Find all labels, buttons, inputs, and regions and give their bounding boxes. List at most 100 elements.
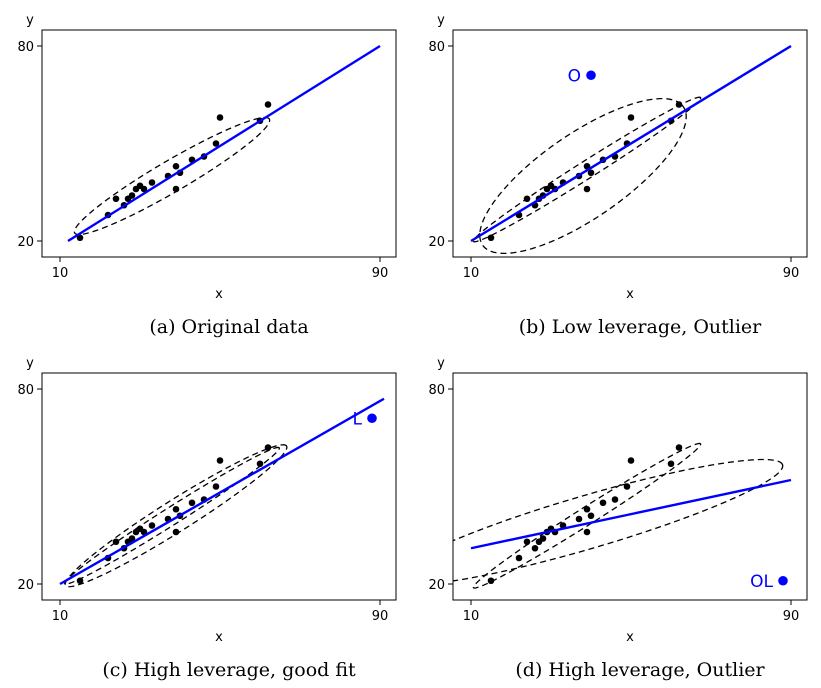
dashed-ellipse bbox=[73, 116, 271, 236]
data-point bbox=[531, 544, 539, 552]
data-point bbox=[627, 457, 635, 464]
x-axis-label: x bbox=[215, 630, 223, 645]
regression-line bbox=[470, 44, 792, 243]
data-point bbox=[599, 499, 607, 507]
x-axis-label: x bbox=[215, 287, 223, 302]
panel-caption: (c) High leverage, good fit bbox=[102, 659, 356, 681]
x-tick-label: 10 bbox=[463, 609, 480, 624]
data-point bbox=[172, 162, 180, 170]
special-point bbox=[586, 70, 596, 81]
data-point bbox=[623, 483, 631, 490]
x-tick-label: 10 bbox=[463, 266, 480, 281]
y-tick-label: 80 bbox=[428, 383, 445, 398]
special-point bbox=[367, 413, 377, 424]
data-point bbox=[264, 444, 272, 451]
data-point bbox=[539, 535, 547, 542]
data-point bbox=[487, 234, 495, 242]
y-axis-label: y bbox=[437, 356, 445, 371]
regression-line bbox=[470, 478, 792, 550]
data-point bbox=[583, 162, 591, 170]
y-tick-label: 80 bbox=[17, 383, 34, 398]
x-tick-label: 10 bbox=[52, 266, 69, 281]
panel-b-low-leverage-outlier: 10 90 20 80 x y O (b) Low leverage, Outlier bbox=[428, 13, 808, 338]
x-axis-label: x bbox=[626, 287, 634, 302]
panel-c-high-leverage-good-fit: 10 90 20 80 x y L (c) High leverage, good fit bbox=[17, 356, 397, 681]
axes-frame bbox=[41, 372, 397, 601]
x-axis-label: x bbox=[626, 630, 634, 645]
axes-frame bbox=[452, 29, 808, 258]
y-tick-label: 80 bbox=[17, 40, 34, 55]
y-tick-label: 20 bbox=[428, 578, 445, 593]
y-tick-label: 20 bbox=[17, 578, 34, 593]
data-point bbox=[212, 140, 220, 147]
data-point bbox=[148, 522, 156, 529]
data-point bbox=[216, 457, 224, 464]
data-point bbox=[212, 483, 220, 490]
axes-frame bbox=[452, 372, 808, 601]
panel-caption: (b) Low leverage, Outlier bbox=[519, 316, 762, 338]
panel-caption: (a) Original data bbox=[149, 316, 308, 338]
data-point bbox=[587, 169, 595, 177]
data-point bbox=[148, 179, 156, 186]
dashed-ellipse bbox=[472, 96, 702, 243]
data-point bbox=[583, 185, 591, 193]
plot-area bbox=[470, 44, 792, 255]
data-point bbox=[515, 554, 523, 562]
dashed-ellipse bbox=[63, 446, 281, 585]
data-point bbox=[667, 460, 675, 468]
data-point bbox=[583, 528, 591, 536]
data-point bbox=[76, 234, 84, 242]
data-point bbox=[256, 460, 264, 468]
plot-area bbox=[67, 44, 381, 243]
plot-area bbox=[59, 397, 385, 588]
data-point bbox=[523, 195, 531, 203]
regression-line bbox=[59, 397, 385, 586]
regression-line bbox=[67, 44, 381, 243]
data-point bbox=[675, 101, 683, 108]
x-tick-label: 90 bbox=[372, 609, 389, 624]
special-point bbox=[778, 575, 788, 586]
x-tick-label: 10 bbox=[52, 609, 69, 624]
x-tick-label: 90 bbox=[372, 266, 389, 281]
data-point bbox=[487, 577, 495, 585]
panel-a-original-data: 10 90 20 80 x y (a) Original data bbox=[17, 13, 397, 338]
data-point bbox=[128, 535, 136, 542]
y-axis-label: y bbox=[437, 13, 445, 28]
data-point bbox=[172, 528, 180, 536]
data-point bbox=[172, 505, 180, 513]
panel-d-high-leverage-outlier: 10 90 20 80 x y OL (d) High leverage, Outlier bbox=[428, 356, 808, 681]
y-axis-label: y bbox=[26, 356, 34, 371]
data-point bbox=[523, 538, 531, 546]
special-point-label: L bbox=[353, 409, 363, 429]
x-tick-label: 90 bbox=[783, 266, 800, 281]
data-point bbox=[611, 496, 619, 503]
x-tick-label: 90 bbox=[783, 609, 800, 624]
dashed-ellipse bbox=[453, 458, 784, 582]
data-point bbox=[76, 577, 84, 585]
data-point bbox=[583, 505, 591, 513]
axes-frame bbox=[41, 29, 397, 258]
data-point bbox=[675, 444, 683, 451]
panel-caption: (d) High leverage, Outlier bbox=[515, 659, 765, 681]
dashed-ellipse bbox=[472, 442, 702, 589]
dashed-ellipse bbox=[64, 444, 288, 588]
data-point bbox=[216, 114, 224, 121]
data-point bbox=[575, 515, 583, 523]
data-point bbox=[140, 185, 148, 193]
data-point bbox=[264, 101, 272, 108]
plot-area bbox=[453, 442, 792, 589]
data-point bbox=[172, 185, 180, 193]
y-tick-label: 80 bbox=[428, 40, 445, 55]
data-point bbox=[188, 499, 196, 507]
special-point-label: O bbox=[568, 66, 581, 86]
data-point bbox=[587, 512, 595, 520]
y-tick-label: 20 bbox=[428, 235, 445, 250]
y-tick-label: 20 bbox=[17, 235, 34, 250]
data-point bbox=[128, 192, 136, 199]
data-point bbox=[112, 195, 120, 203]
dashed-ellipse bbox=[479, 97, 687, 255]
data-point bbox=[112, 538, 120, 546]
data-point bbox=[627, 114, 635, 121]
special-point-label: OL bbox=[750, 572, 773, 592]
